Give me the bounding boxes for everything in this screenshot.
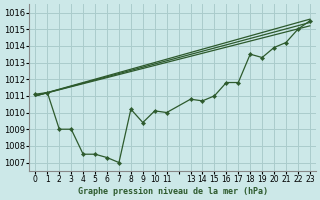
X-axis label: Graphe pression niveau de la mer (hPa): Graphe pression niveau de la mer (hPa) [78, 187, 268, 196]
